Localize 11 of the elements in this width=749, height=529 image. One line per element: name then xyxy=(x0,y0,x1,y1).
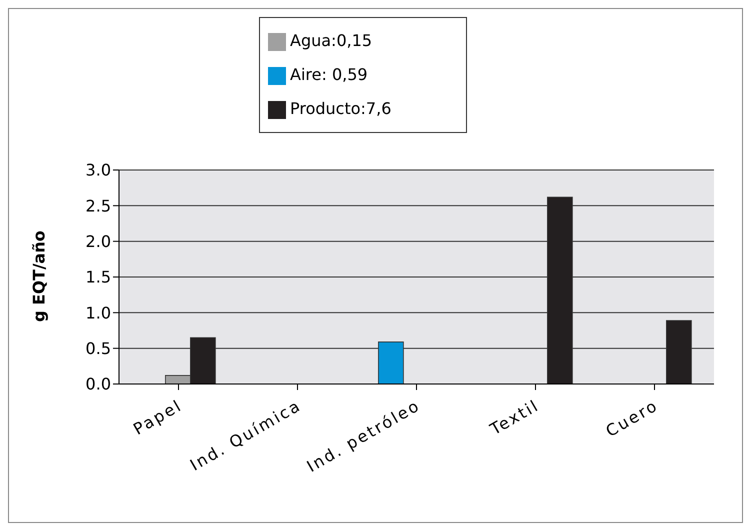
y-tick-label: 2.5 xyxy=(86,196,111,216)
legend-label: Aire: 0,59 xyxy=(290,65,368,84)
y-tick-label: 2.0 xyxy=(86,232,111,252)
y-tick-label: 1.0 xyxy=(86,303,111,322)
legend-label: Agua:0,15 xyxy=(290,31,372,50)
legend-label: Producto:7,6 xyxy=(290,99,392,118)
y-tick-label: 3.0 xyxy=(86,160,111,180)
y-axis-title: g EQT/año xyxy=(30,230,49,322)
y-tick-label: 1.5 xyxy=(86,268,111,287)
y-tick-label: 0.5 xyxy=(86,339,111,358)
y-tick-label: 0.0 xyxy=(86,374,111,394)
